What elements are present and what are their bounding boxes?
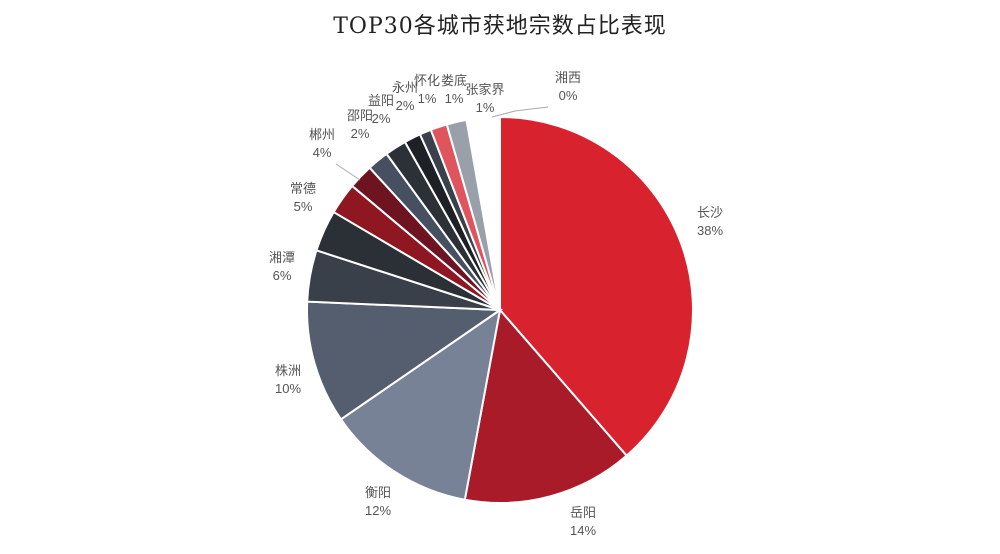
slice-label: 长沙 bbox=[697, 205, 723, 220]
pie-slice bbox=[445, 118, 501, 311]
slice-percent-label: 5% bbox=[294, 199, 313, 214]
slice-label: 岳阳 bbox=[570, 505, 596, 520]
slice-percent-label: 6% bbox=[273, 268, 292, 283]
slice-label: 张家界 bbox=[465, 82, 504, 97]
slice-label: 衡阳 bbox=[365, 485, 391, 500]
chart-title: TOP30各城市获地宗数占比表现 bbox=[333, 14, 667, 39]
slice-percent-label: 4% bbox=[313, 145, 332, 160]
slice-percent-label: 1% bbox=[418, 91, 437, 106]
slice-percent-label: 12% bbox=[365, 503, 391, 518]
slice-label: 株洲 bbox=[275, 363, 301, 378]
slice-percent-label: 1% bbox=[476, 100, 495, 115]
slice-percent-label: 10% bbox=[275, 381, 301, 396]
slice-label: 湘西 bbox=[555, 70, 581, 85]
slice-percent-label: 1% bbox=[445, 91, 464, 106]
slice-label: 邵阳 bbox=[347, 108, 373, 123]
slice-label: 郴州 bbox=[309, 127, 335, 142]
pie-slice bbox=[306, 300, 504, 421]
slice-label: 娄底 bbox=[441, 73, 467, 88]
slice-label: 湘潭 bbox=[269, 250, 295, 265]
slice-percent-label: 38% bbox=[697, 223, 723, 238]
pie-slice bbox=[499, 115, 694, 458]
slice-percent-label: 14% bbox=[570, 523, 596, 538]
slice-label: 怀化 bbox=[414, 73, 440, 88]
leader-line bbox=[491, 106, 549, 118]
slice-percent-label: 2% bbox=[351, 126, 370, 141]
slice-percent-label: 2% bbox=[372, 111, 391, 126]
slice-percent-label: 2% bbox=[396, 98, 415, 113]
leader-line bbox=[335, 163, 361, 181]
slice-label: 益阳 bbox=[368, 93, 394, 108]
pie-slice bbox=[339, 307, 502, 501]
pie-slice bbox=[463, 307, 629, 505]
slice-label: 常德 bbox=[290, 181, 316, 196]
slice-percent-label: 0% bbox=[559, 88, 578, 103]
slice-label: 永州 bbox=[392, 80, 418, 95]
